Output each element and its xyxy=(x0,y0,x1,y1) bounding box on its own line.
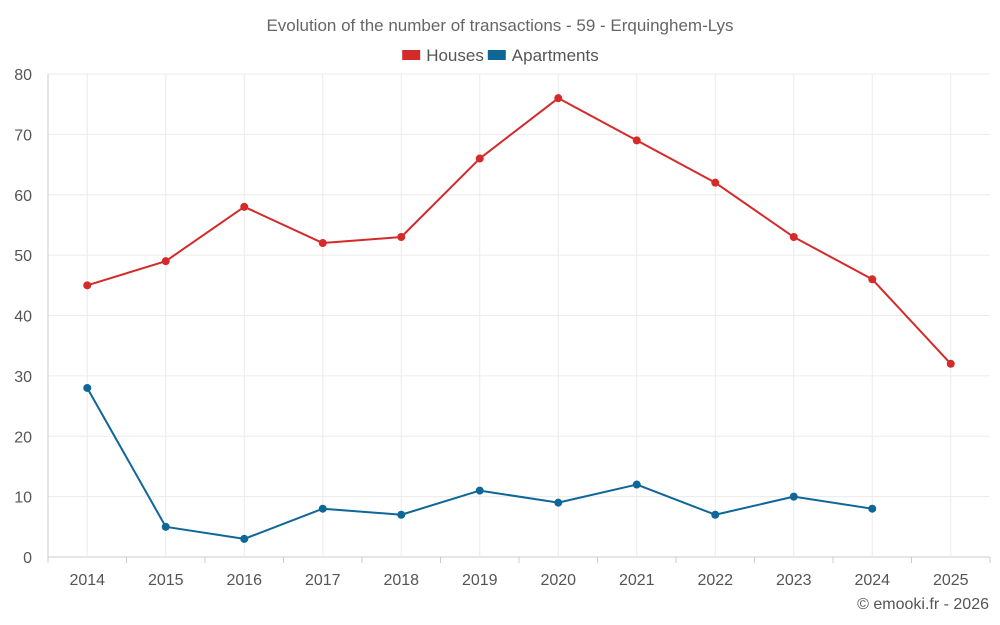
legend-swatch-houses[interactable] xyxy=(402,50,421,60)
data-point-houses[interactable] xyxy=(318,239,327,248)
y-tick-label: 40 xyxy=(14,309,32,326)
data-point-houses[interactable] xyxy=(711,178,720,187)
chart-title: Evolution of the number of transactions … xyxy=(266,16,733,35)
y-tick-label: 80 xyxy=(14,67,32,84)
x-tick-label: 2017 xyxy=(305,572,341,589)
legend: Houses Apartments xyxy=(402,46,599,65)
y-tick-label: 20 xyxy=(14,429,32,446)
x-tick-label: 2014 xyxy=(69,572,105,589)
x-tick-label: 2024 xyxy=(854,572,890,589)
data-point-houses[interactable] xyxy=(946,359,955,368)
x-axis: 2014 2015 2016 2017 2018 2019 2020 2021 2022 2023… xyxy=(47,557,991,589)
x-tick-label: 2015 xyxy=(148,572,184,589)
y-axis: 0 10 20 30 40 50 60 70 80 xyxy=(14,67,32,567)
legend-swatch-apartments[interactable] xyxy=(487,50,506,60)
data-point-houses[interactable] xyxy=(161,257,170,266)
credit-text: © emooki.fr - 2026 xyxy=(857,596,989,613)
y-tick-label: 70 xyxy=(14,127,32,144)
y-tick-label: 0 xyxy=(23,550,32,567)
x-tick-label: 2023 xyxy=(776,572,812,589)
data-point-houses[interactable] xyxy=(789,233,798,242)
data-point-apartments[interactable] xyxy=(789,492,798,501)
data-point-houses[interactable] xyxy=(240,202,249,211)
data-point-apartments[interactable] xyxy=(397,510,406,519)
data-point-apartments[interactable] xyxy=(554,498,563,507)
x-tick-label: 2020 xyxy=(540,572,576,589)
data-point-apartments[interactable] xyxy=(475,486,484,495)
x-tick-label: 2025 xyxy=(933,572,969,589)
data-point-apartments[interactable] xyxy=(868,504,877,513)
data-point-apartments[interactable] xyxy=(83,383,92,392)
data-point-houses[interactable] xyxy=(83,281,92,290)
y-tick-label: 10 xyxy=(14,490,32,507)
x-tick-label: 2021 xyxy=(619,572,655,589)
y-tick-label: 60 xyxy=(14,188,32,205)
data-point-houses[interactable] xyxy=(397,233,406,242)
data-point-houses[interactable] xyxy=(475,154,484,163)
y-tick-label: 30 xyxy=(14,369,32,386)
x-tick-label: 2016 xyxy=(226,572,262,589)
series-group xyxy=(83,94,955,543)
legend-label-apartments[interactable]: Apartments xyxy=(512,46,599,65)
legend-label-houses[interactable]: Houses xyxy=(426,46,484,65)
x-tick-label: 2019 xyxy=(462,572,498,589)
data-point-houses[interactable] xyxy=(868,275,877,284)
data-point-apartments[interactable] xyxy=(711,510,720,519)
data-point-houses[interactable] xyxy=(554,94,563,103)
data-point-apartments[interactable] xyxy=(240,534,249,543)
data-point-apartments[interactable] xyxy=(632,480,641,489)
x-tick-label: 2018 xyxy=(383,572,419,589)
data-point-apartments[interactable] xyxy=(161,522,170,531)
data-point-houses[interactable] xyxy=(632,136,641,145)
y-tick-label: 50 xyxy=(14,248,32,265)
data-point-apartments[interactable] xyxy=(318,504,327,513)
grid xyxy=(47,73,990,558)
series-line-houses xyxy=(86,97,952,365)
x-tick-label: 2022 xyxy=(697,572,733,589)
